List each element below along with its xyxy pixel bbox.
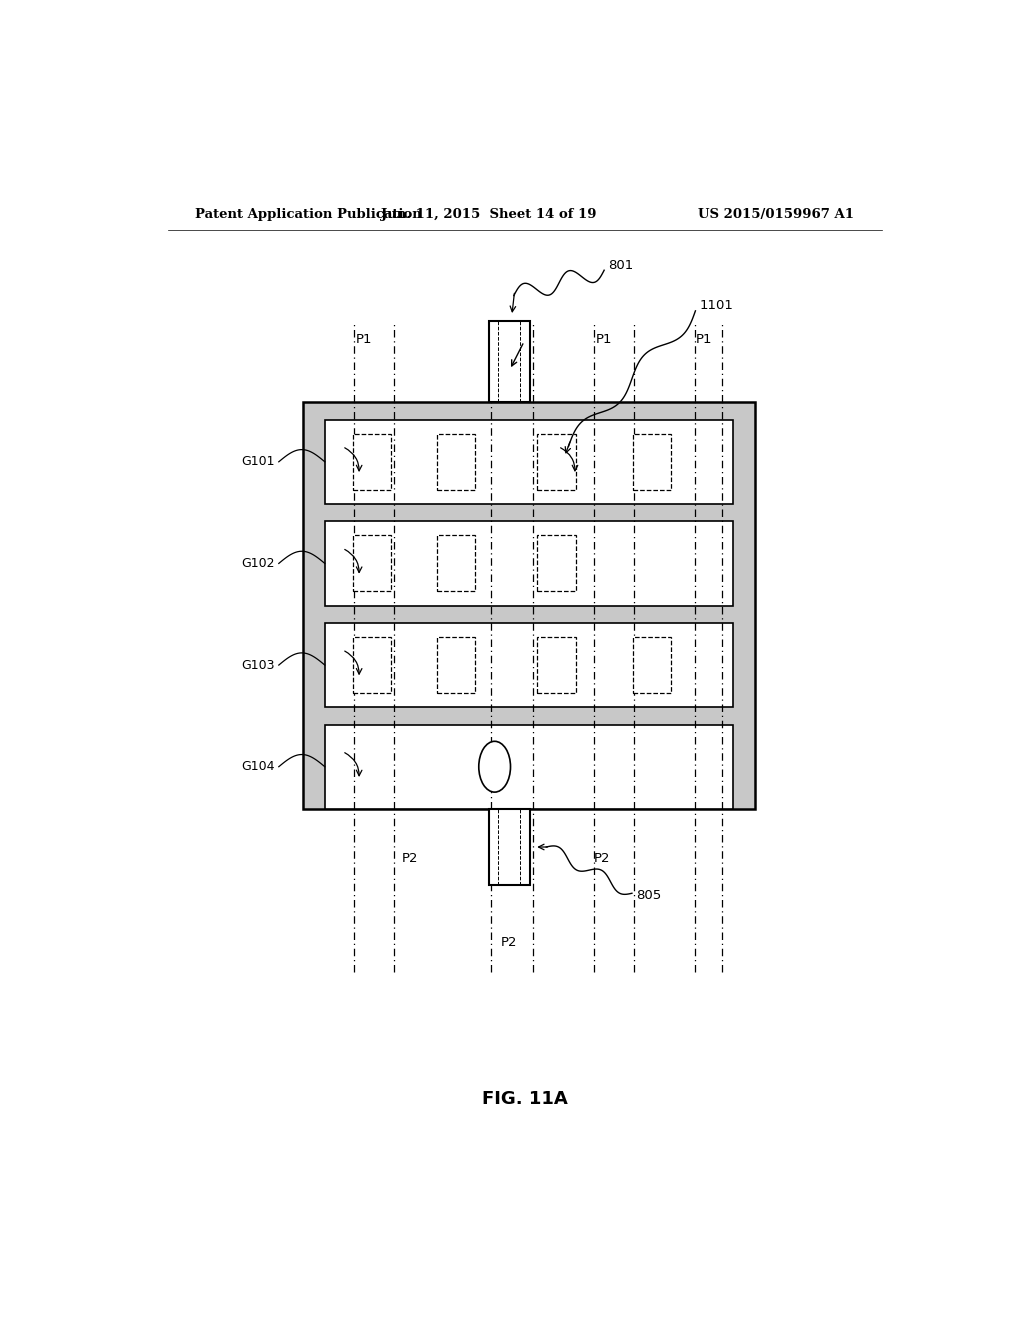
Bar <box>325 521 733 606</box>
Bar <box>325 725 733 809</box>
Text: 805: 805 <box>636 888 662 902</box>
Bar <box>633 638 671 693</box>
Text: US 2015/0159967 A1: US 2015/0159967 A1 <box>698 207 854 220</box>
Text: Jun. 11, 2015  Sheet 14 of 19: Jun. 11, 2015 Sheet 14 of 19 <box>381 207 597 220</box>
Text: P2: P2 <box>401 851 418 865</box>
Bar <box>489 321 530 403</box>
Text: P1: P1 <box>493 334 509 346</box>
Bar <box>352 638 391 693</box>
Bar <box>538 638 575 693</box>
Text: P1: P1 <box>596 334 612 346</box>
Text: P2: P2 <box>501 936 517 949</box>
Bar <box>352 434 391 490</box>
Bar <box>538 536 575 591</box>
Bar <box>436 434 475 490</box>
Text: Patent Application Publication: Patent Application Publication <box>196 207 422 220</box>
Bar <box>352 536 391 591</box>
Bar <box>538 434 575 490</box>
Bar <box>633 434 671 490</box>
Text: 801: 801 <box>608 259 634 272</box>
Text: 1101: 1101 <box>699 300 733 313</box>
Bar <box>489 809 530 886</box>
Text: G103: G103 <box>242 659 274 672</box>
Text: FIG. 11A: FIG. 11A <box>482 1089 567 1107</box>
Bar <box>436 638 475 693</box>
Text: P1: P1 <box>696 334 713 346</box>
Text: G104: G104 <box>242 760 274 774</box>
Text: G102: G102 <box>242 557 274 570</box>
Text: P1: P1 <box>356 334 373 346</box>
Bar <box>325 623 733 708</box>
Bar <box>303 403 755 809</box>
Text: G101: G101 <box>242 455 274 469</box>
Bar <box>325 420 733 504</box>
Ellipse shape <box>479 742 511 792</box>
Bar <box>436 536 475 591</box>
Text: P2: P2 <box>594 851 610 865</box>
